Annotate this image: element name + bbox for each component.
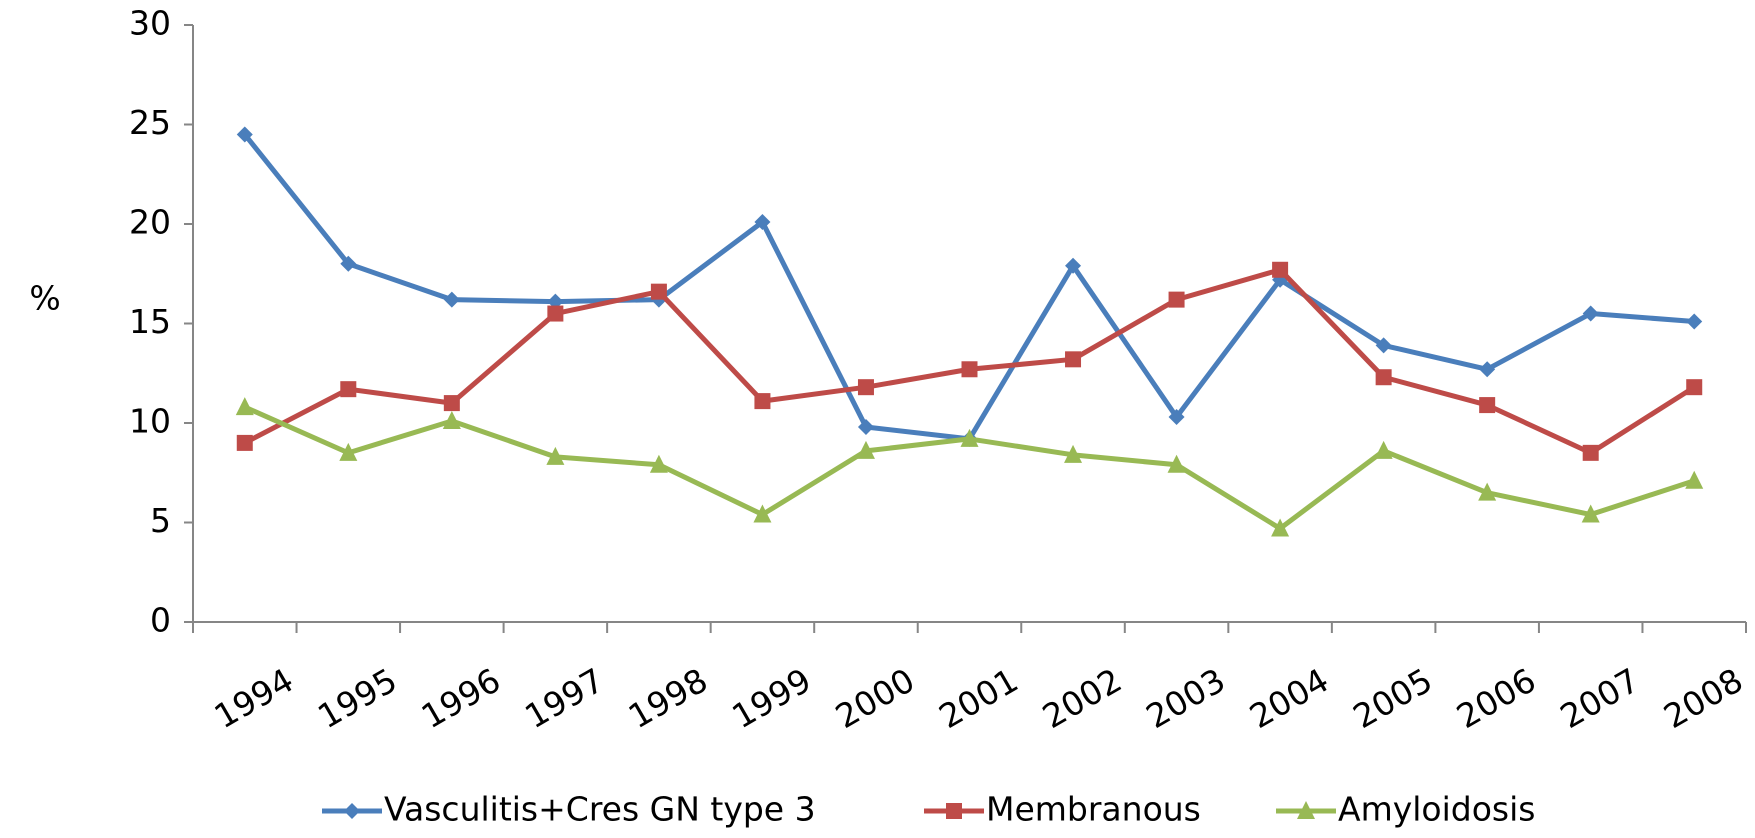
data-point (1686, 313, 1703, 330)
data-point (1375, 369, 1392, 386)
y-tick-label: 25 (129, 103, 171, 142)
x-tick-label: 1998 (622, 660, 714, 736)
data-point (1686, 379, 1703, 396)
x-tick-label: 2006 (1450, 660, 1542, 736)
data-point (1064, 444, 1083, 463)
data-point (546, 446, 565, 465)
x-tick-label: 2008 (1657, 660, 1749, 736)
data-point (1065, 257, 1082, 274)
y-tick-label: 0 (150, 601, 171, 640)
x-tick-label: 1995 (311, 660, 403, 736)
series-line (243, 404, 1696, 531)
data-point (753, 504, 772, 523)
data-point (1065, 351, 1082, 368)
y-axis-label: % (29, 279, 60, 318)
data-point (339, 442, 358, 461)
data-point (1479, 397, 1496, 414)
y-tick-label: 15 (129, 302, 171, 341)
legend-label: Amyloidosis (1338, 790, 1535, 829)
data-point (236, 434, 253, 451)
legend-marker (1297, 801, 1315, 819)
data-point (1168, 409, 1185, 426)
y-tick-label: 5 (150, 501, 171, 540)
x-tick-label: 2007 (1554, 660, 1646, 736)
data-point (1272, 261, 1289, 278)
data-point (547, 305, 564, 322)
data-point (961, 361, 978, 378)
y-tick-label: 30 (129, 4, 171, 43)
legend-marker (946, 803, 962, 819)
data-point (857, 418, 874, 435)
data-point (340, 255, 357, 272)
x-tick-label: 2000 (829, 660, 921, 736)
data-point (1685, 470, 1704, 489)
x-tick-label: 1997 (518, 660, 610, 736)
legend-label: Membranous (986, 790, 1201, 829)
data-point (1478, 482, 1497, 501)
legend-label: Vasculitis+Cres GN type 3 (384, 790, 816, 829)
data-point (857, 379, 874, 396)
data-point (236, 126, 253, 143)
x-tick-label: 2003 (1139, 660, 1231, 736)
y-tick-label: 10 (129, 402, 171, 441)
data-point (1479, 361, 1496, 378)
data-point (1168, 291, 1185, 308)
x-tick-label: 2004 (1243, 660, 1335, 736)
data-point (1582, 305, 1599, 322)
data-point (235, 397, 254, 416)
data-point (1271, 518, 1290, 537)
legend-marker (344, 803, 360, 819)
data-point (1582, 444, 1599, 461)
x-tick-label: 1994 (208, 660, 300, 736)
data-point (960, 428, 979, 447)
x-tick-label: 2001 (932, 660, 1024, 736)
data-point (1581, 504, 1600, 523)
data-point (754, 393, 771, 410)
data-point (1374, 440, 1393, 459)
data-point (649, 454, 668, 473)
data-point (754, 214, 771, 231)
data-point (856, 440, 875, 459)
data-point (650, 283, 667, 300)
data-point (1375, 337, 1392, 354)
x-tick-label: 2005 (1347, 660, 1439, 736)
x-tick-label: 1996 (415, 660, 507, 736)
data-point (1167, 454, 1186, 473)
y-tick-label: 20 (129, 203, 171, 242)
data-point (340, 381, 357, 398)
x-tick-label: 2002 (1036, 660, 1128, 736)
data-point (443, 291, 460, 308)
data-point (443, 395, 460, 412)
x-tick-label: 1999 (725, 660, 817, 736)
data-point (442, 411, 461, 430)
